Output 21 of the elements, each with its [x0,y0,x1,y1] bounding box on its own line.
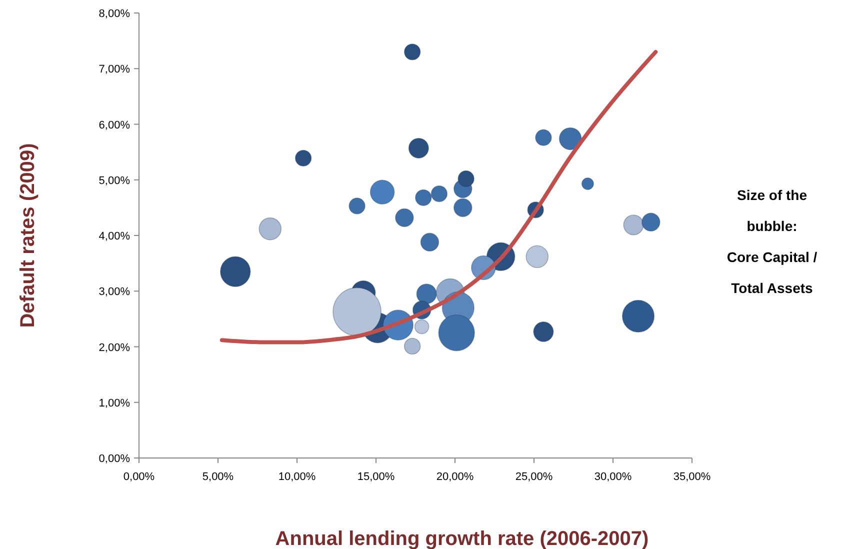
y-axis-title: Default rates (2009) [17,143,39,328]
x-tick-label: 5,00% [202,471,234,483]
x-tick-label: 0,00% [123,471,155,483]
x-tick-label: 25,00% [515,471,553,483]
y-tick-label: 3,00% [98,286,130,298]
y-tick-label: 5,00% [98,174,130,187]
x-tick-label: 35,00% [673,471,711,483]
y-tick-label: 7,00% [98,64,130,76]
x-tick-label: 20,00% [436,471,474,483]
x-tick-label: 15,00% [357,471,395,483]
y-tick-label: 0,00% [98,453,130,465]
y-tick-label: 4,00% [98,230,130,242]
x-tick-label: 30,00% [594,471,632,483]
y-tick-label: 6,00% [98,119,130,132]
y-tick-label: 2,00% [98,342,130,354]
x-tick-label: 10,00% [278,471,316,483]
y-tick-label: 1,00% [98,397,130,410]
text: Size of the bubble: Core Capital / Total Assets [726,187,818,296]
line-series [220,50,658,344]
x-axis-title: Annual lending growth rate (2006-2007) [275,528,649,549]
y-tick-label: 8,00% [98,8,130,20]
